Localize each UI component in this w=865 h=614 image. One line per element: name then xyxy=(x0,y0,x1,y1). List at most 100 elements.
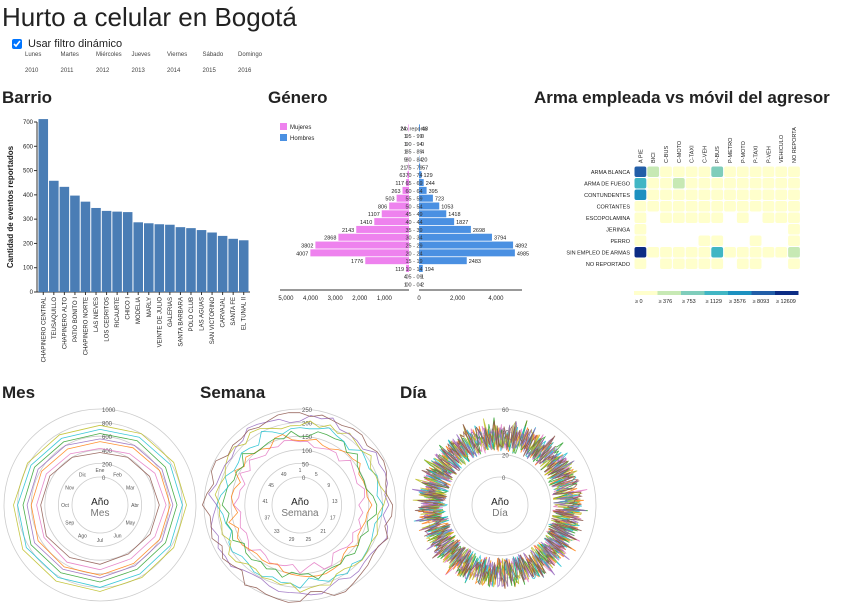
value-label-mujeres: 9 xyxy=(404,158,407,164)
center-period-label: Mes xyxy=(91,508,110,519)
heatmap-cell xyxy=(634,247,647,258)
series-line xyxy=(22,433,178,583)
heatmap-cell xyxy=(775,178,788,189)
heatmap-cell xyxy=(672,166,685,177)
angular-label: 17 xyxy=(330,515,336,521)
year-option[interactable]: 2013 xyxy=(131,68,145,74)
bar xyxy=(175,227,186,292)
heatmap-cell xyxy=(672,212,685,223)
bar xyxy=(186,228,196,292)
value-label-mujeres: 1 xyxy=(404,142,407,148)
bar xyxy=(154,224,165,292)
grid-ring xyxy=(258,463,342,547)
bar xyxy=(59,186,70,292)
bar xyxy=(144,223,154,292)
age-group-label: 40 - 44 xyxy=(405,220,422,226)
bar xyxy=(101,210,112,292)
value-label-mujeres: 1 xyxy=(404,134,407,140)
angular-label: 49 xyxy=(281,472,287,478)
day-option[interactable]: Miércoles xyxy=(96,52,122,58)
radial-tick-label: 50 xyxy=(302,462,309,468)
age-group-label: 10 - 14 xyxy=(405,267,422,273)
series-line xyxy=(40,452,160,565)
legend-label: ≥ 12609 xyxy=(776,299,796,305)
series-line xyxy=(414,420,584,589)
day-option[interactable]: Martes xyxy=(60,52,79,58)
legend-label: ≥ 8093 xyxy=(753,299,770,305)
day-option[interactable]: Sábado xyxy=(202,52,224,58)
bar-mujeres xyxy=(402,186,409,194)
heatmap-row-label: SIN EMPLEO DE ARMAS xyxy=(566,250,630,256)
heatmap-cell xyxy=(660,201,672,212)
dynamic-filter-checkbox[interactable] xyxy=(12,39,22,49)
heatmap-cell xyxy=(698,247,711,258)
value-label-hombres: 4 xyxy=(421,150,424,156)
y-tick-label: 300 xyxy=(23,217,34,223)
grid-ring xyxy=(44,449,156,561)
heatmap-cell xyxy=(685,201,698,212)
heatmap-cell xyxy=(788,212,800,223)
bar-hombres xyxy=(419,210,447,218)
x-tick-label: MODELIA xyxy=(136,297,142,324)
legend-swatch-hombres xyxy=(280,134,287,141)
heatmap-cell xyxy=(647,189,660,200)
heatmap-row-label: NO REPORTADO xyxy=(586,262,631,268)
heatmap-cell xyxy=(634,212,647,223)
angular-label: Abr xyxy=(131,503,139,509)
bar xyxy=(112,211,122,292)
year-option[interactable]: 2010 xyxy=(25,68,39,74)
value-label-mujeres: 1776 xyxy=(351,259,363,265)
bar xyxy=(91,207,101,292)
bar xyxy=(38,119,49,292)
heatmap-column-label: P-BUS xyxy=(715,146,721,163)
day-option[interactable]: Lunes xyxy=(25,52,42,58)
age-group-label: 15 - 19 xyxy=(405,259,422,265)
heatmap-cell xyxy=(736,247,749,258)
year-option[interactable]: 2014 xyxy=(167,68,181,74)
series-line xyxy=(17,429,183,588)
heatmap-cell xyxy=(775,247,788,258)
heatmap-cell xyxy=(775,201,788,212)
x-tick-label: LOS CEDRITOS xyxy=(105,297,111,342)
value-label-mujeres: 63 xyxy=(399,173,405,179)
legend-swatch xyxy=(634,291,658,295)
y-tick-label: 600 xyxy=(23,144,34,150)
day-option[interactable]: Jueves xyxy=(131,52,151,58)
heatmap-cell xyxy=(672,189,685,200)
year-option[interactable]: 2016 xyxy=(238,68,252,74)
center-period-label: Día xyxy=(492,508,508,519)
value-label-mujeres: 4007 xyxy=(296,251,308,257)
year-option[interactable]: 2011 xyxy=(60,68,74,74)
heatmap-cell xyxy=(698,201,711,212)
heatmap-column-label: BICI xyxy=(651,152,657,163)
legend-label: ≥ 376 xyxy=(659,299,673,305)
heatmap-row-label: CONTUNDENTES xyxy=(584,193,630,199)
angular-label: Jun xyxy=(113,533,121,539)
heatmap-cell xyxy=(749,201,762,212)
value-label-mujeres: 1 xyxy=(404,283,407,289)
series-line xyxy=(214,420,388,593)
heatmap-cell xyxy=(736,212,749,223)
heatmap-row-label: ARMA BLANCA xyxy=(591,170,630,176)
heatmap-cell xyxy=(736,166,749,177)
year-option[interactable]: 2012 xyxy=(96,68,110,74)
day-option[interactable]: Domingo xyxy=(238,52,263,58)
heatmap-row-label: ARMA DE FUEGO xyxy=(584,181,631,187)
dynamic-filter[interactable]: Usar filtro dinámico xyxy=(12,38,122,50)
heatmap-cell xyxy=(634,224,647,235)
heatmap-cell xyxy=(634,189,647,200)
heatmap-column-label: P-MOTO xyxy=(741,140,747,163)
heatmap-cell xyxy=(788,235,800,246)
bar-hombres xyxy=(419,194,433,202)
heatmap-cell xyxy=(685,189,698,200)
age-group-label: 05 - 09 xyxy=(405,275,422,281)
legend-mujeres: Mujeres xyxy=(290,125,311,131)
angular-label: 25 xyxy=(306,537,312,543)
year-option[interactable]: 2015 xyxy=(202,68,216,74)
radial-tick-label: 0 xyxy=(302,476,306,482)
age-group-label: 85 - 89 xyxy=(405,150,422,156)
day-option[interactable]: Viernes xyxy=(167,52,188,58)
x-tick-label: PATIO BONITO I xyxy=(73,297,79,342)
bar xyxy=(133,222,143,292)
